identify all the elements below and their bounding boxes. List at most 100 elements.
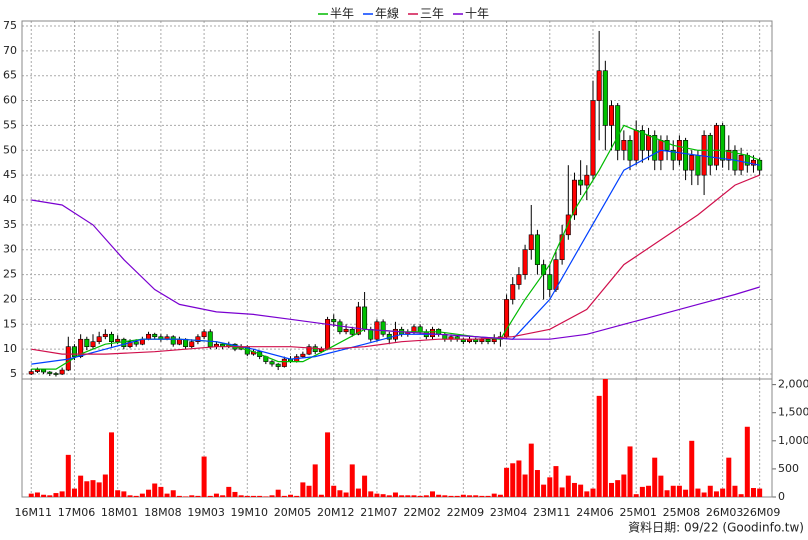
volume-bar — [146, 489, 152, 497]
volume-bar — [522, 474, 528, 497]
volume-bar — [325, 432, 331, 497]
candle-body — [738, 154, 744, 171]
x-tick-label: 22M09 — [447, 506, 485, 519]
volume-bar — [207, 495, 213, 497]
candle-body — [53, 373, 59, 375]
volume-bar — [349, 464, 355, 497]
volume-bar — [257, 495, 263, 497]
volume-bar — [664, 490, 670, 497]
candle-body — [522, 249, 528, 275]
volume-bar — [189, 495, 195, 497]
volume-bar — [34, 492, 40, 497]
candle-body — [547, 274, 553, 290]
y-tick-label: 15 — [3, 317, 17, 330]
volume-bar — [726, 457, 732, 497]
candle-body — [528, 234, 534, 251]
volume-bar — [541, 484, 547, 497]
volume-bar — [646, 485, 652, 497]
volume-bar — [269, 495, 275, 497]
volume-bar — [720, 488, 726, 497]
volume-bar — [429, 491, 435, 497]
candle-body — [559, 234, 565, 260]
volume-bar — [386, 495, 392, 497]
volume-bar — [571, 482, 577, 497]
volume-bar — [337, 490, 343, 497]
candle-body — [491, 338, 497, 343]
candle-body — [269, 361, 275, 365]
volume-bar — [442, 495, 448, 497]
volume-bar — [658, 475, 664, 497]
y-tick-label: 55 — [3, 118, 17, 131]
candle-body — [670, 149, 676, 161]
x-tick-label: 26M09 — [743, 506, 781, 519]
x-tick-label: 25M01 — [619, 506, 657, 519]
y-tick-label: 30 — [3, 243, 17, 256]
y-tick-label: 10 — [3, 342, 17, 355]
volume-bar — [411, 495, 417, 497]
candle-body — [176, 338, 182, 345]
volume-bar — [757, 488, 763, 497]
volume-bar — [652, 457, 658, 497]
y-tick-label: 25 — [3, 268, 17, 281]
candle-body — [683, 140, 689, 171]
x-tick-label: 24M06 — [576, 506, 614, 519]
ma-line — [31, 199, 760, 340]
candle-body — [96, 336, 102, 343]
volume-bar — [707, 485, 713, 497]
candle-body — [695, 154, 701, 176]
volume-bar — [405, 495, 411, 497]
candle-body — [392, 328, 398, 340]
candle-body — [676, 140, 682, 161]
volume-bar — [109, 432, 115, 497]
candle-body — [485, 338, 491, 343]
volume-bar — [213, 493, 219, 497]
volume-bar — [417, 495, 423, 497]
volume-bar — [615, 480, 621, 497]
y-tick-label: 35 — [3, 218, 17, 231]
volume-bar — [596, 395, 602, 497]
candle-body — [726, 149, 732, 161]
x-tick-label: 20M05 — [274, 506, 312, 519]
candle-body — [275, 363, 281, 367]
candle-body — [90, 341, 96, 347]
x-tick-label: 17M06 — [58, 506, 96, 519]
x-tick-label: 26M03 — [706, 506, 744, 519]
y-tick-label: 65 — [3, 69, 17, 82]
volume-bar — [244, 495, 250, 497]
candle-body — [78, 338, 84, 357]
volume-bar — [201, 456, 207, 497]
candle-body — [578, 179, 584, 186]
volume-bar — [621, 474, 627, 497]
volume-bar — [288, 494, 294, 497]
volume-bar — [294, 495, 300, 497]
volume-tick-label: 0 — [778, 490, 785, 503]
candle-body — [343, 328, 349, 333]
volume-bar — [90, 480, 96, 497]
volume-bar — [102, 474, 108, 497]
y-tick-label: 50 — [3, 143, 17, 156]
candle-body — [84, 338, 90, 347]
volume-bar — [633, 494, 639, 497]
candle-body — [627, 140, 633, 161]
volume-bar — [473, 495, 479, 497]
volume-bar — [713, 491, 719, 497]
candle-body — [664, 140, 670, 151]
candle-body — [652, 135, 658, 161]
volume-bar — [133, 495, 139, 497]
volume-bar — [553, 466, 559, 497]
volume-bar — [491, 493, 497, 497]
x-tick-label: 19M10 — [231, 506, 269, 519]
candle-body — [633, 130, 639, 161]
volume-bar — [306, 485, 312, 497]
volume-bar — [96, 482, 102, 497]
volume-bar — [559, 487, 565, 497]
volume-bar — [436, 494, 442, 497]
volume-bar — [183, 496, 189, 497]
x-tick-label: 19M03 — [187, 506, 225, 519]
volume-bar — [263, 496, 269, 497]
candle-body — [121, 338, 127, 347]
volume-bar — [590, 488, 596, 497]
candle-body — [59, 369, 65, 375]
candle-body — [146, 333, 152, 340]
